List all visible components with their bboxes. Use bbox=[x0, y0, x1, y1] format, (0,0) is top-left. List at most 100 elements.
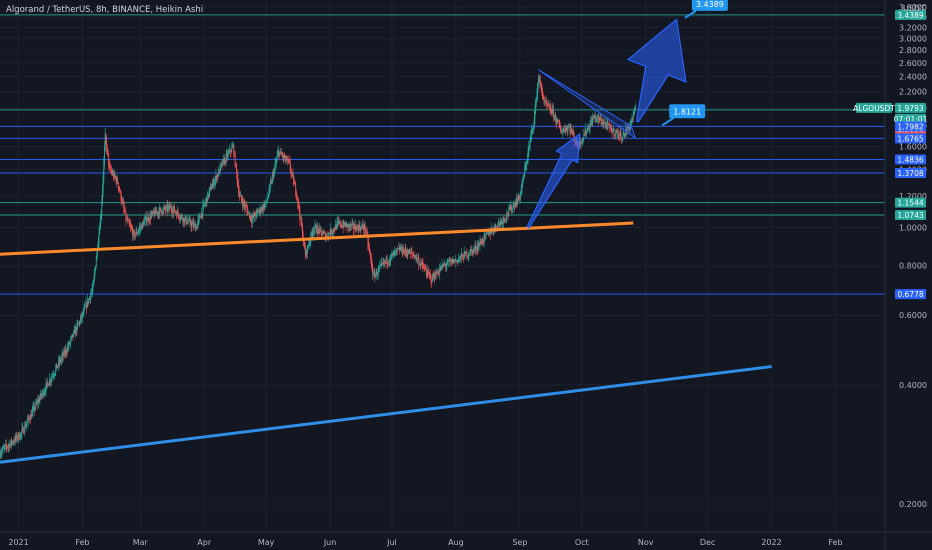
candle-body bbox=[126, 218, 127, 220]
candle-body bbox=[274, 163, 276, 170]
candle-body bbox=[474, 248, 475, 250]
candle-body bbox=[579, 139, 581, 148]
candle-body bbox=[408, 249, 409, 255]
candle-body bbox=[107, 149, 109, 156]
candle-body bbox=[586, 131, 588, 133]
candle-body bbox=[363, 227, 365, 231]
candle-body bbox=[356, 225, 358, 231]
candle-body bbox=[557, 120, 559, 122]
candle-body bbox=[341, 225, 343, 228]
candle-body bbox=[245, 205, 247, 207]
candle-body bbox=[115, 176, 116, 179]
candle-body bbox=[154, 208, 156, 216]
blue-support-trend-line bbox=[0, 365, 772, 464]
candle-body bbox=[539, 79, 541, 82]
candle-body bbox=[125, 211, 127, 221]
candle-body bbox=[379, 264, 381, 267]
candle-body bbox=[567, 127, 569, 131]
candle-body bbox=[5, 444, 7, 447]
candle-body bbox=[359, 228, 361, 231]
candle-body bbox=[393, 251, 395, 256]
candle-body bbox=[129, 223, 131, 226]
candle-body bbox=[11, 441, 13, 443]
candle-body bbox=[208, 191, 210, 197]
candle-body bbox=[548, 104, 550, 106]
candle-body bbox=[308, 245, 310, 247]
time-axis[interactable]: 2021 Feb Mar Apr May Jun Jul Aug Sep Oct Nov Dec 202… bbox=[8, 538, 842, 547]
candle-body bbox=[584, 135, 585, 136]
price-tag-label: 1.0743 bbox=[897, 211, 923, 220]
candle-body bbox=[399, 247, 401, 251]
candle-body bbox=[339, 221, 341, 227]
candle-body bbox=[247, 208, 249, 215]
time-tick-label: Aug bbox=[448, 538, 464, 547]
time-tick-label: Feb bbox=[828, 538, 842, 547]
candle-body bbox=[154, 212, 156, 217]
candle-body bbox=[337, 221, 339, 224]
candle-body bbox=[100, 213, 102, 220]
candle-body bbox=[234, 153, 236, 168]
candle-body bbox=[469, 254, 471, 256]
candle-body bbox=[102, 187, 103, 205]
price-tag-bg bbox=[895, 154, 926, 165]
triangle-pattern bbox=[538, 69, 637, 140]
candle-body bbox=[522, 176, 524, 180]
candle-body bbox=[0, 454, 2, 456]
price-tag-label: 1.3708 bbox=[897, 169, 923, 178]
candle-body bbox=[607, 122, 609, 124]
candle-body bbox=[335, 224, 337, 230]
candle-body bbox=[135, 230, 137, 236]
candle-body bbox=[278, 151, 280, 157]
candle-body bbox=[357, 226, 359, 228]
price-tick-label: 0.6000 bbox=[899, 311, 927, 320]
candle-body bbox=[99, 228, 101, 234]
candle-body bbox=[322, 232, 324, 235]
candle-body bbox=[9, 443, 11, 448]
candle-body bbox=[414, 255, 416, 259]
candle-body bbox=[513, 204, 515, 207]
candle-body bbox=[201, 213, 203, 216]
candle-body bbox=[2, 447, 4, 449]
candle-body bbox=[361, 226, 363, 228]
candle-body bbox=[564, 129, 566, 132]
candle-body bbox=[427, 271, 429, 273]
candle-body bbox=[523, 176, 525, 178]
candle-body bbox=[40, 394, 42, 396]
candle-body bbox=[194, 224, 196, 225]
candle-body bbox=[595, 118, 597, 120]
candle-body bbox=[538, 79, 540, 83]
candle-body bbox=[388, 262, 389, 264]
candle-body bbox=[452, 258, 453, 264]
candle-body bbox=[460, 256, 462, 259]
candle-body bbox=[295, 184, 297, 195]
price-tick-label: 1.2000 bbox=[899, 192, 927, 201]
candle-body bbox=[128, 220, 130, 225]
candle-body bbox=[152, 212, 154, 214]
candle-body bbox=[220, 163, 222, 166]
candle-body bbox=[269, 182, 271, 187]
candle-body bbox=[631, 117, 633, 123]
candle-body bbox=[587, 126, 589, 130]
candle-body bbox=[405, 251, 407, 253]
candle-body bbox=[23, 431, 25, 433]
candle-body bbox=[257, 210, 259, 212]
candle-body bbox=[40, 392, 42, 399]
candle-body bbox=[217, 175, 219, 177]
candle-body bbox=[13, 442, 15, 443]
candle-body bbox=[250, 216, 252, 221]
candle-body bbox=[528, 146, 530, 153]
candle-body bbox=[348, 224, 350, 227]
candle-body bbox=[589, 123, 591, 129]
candle-body bbox=[434, 277, 436, 279]
candle-body bbox=[118, 186, 120, 190]
candle-body bbox=[240, 195, 242, 200]
candle-body bbox=[457, 259, 459, 263]
candle-body bbox=[291, 173, 293, 174]
candle-body bbox=[379, 266, 381, 269]
time-tick-label: Oct bbox=[575, 538, 589, 547]
candle-body bbox=[622, 134, 624, 138]
candle-body bbox=[66, 346, 68, 353]
candle-body bbox=[26, 422, 28, 426]
candle-body bbox=[259, 207, 261, 212]
